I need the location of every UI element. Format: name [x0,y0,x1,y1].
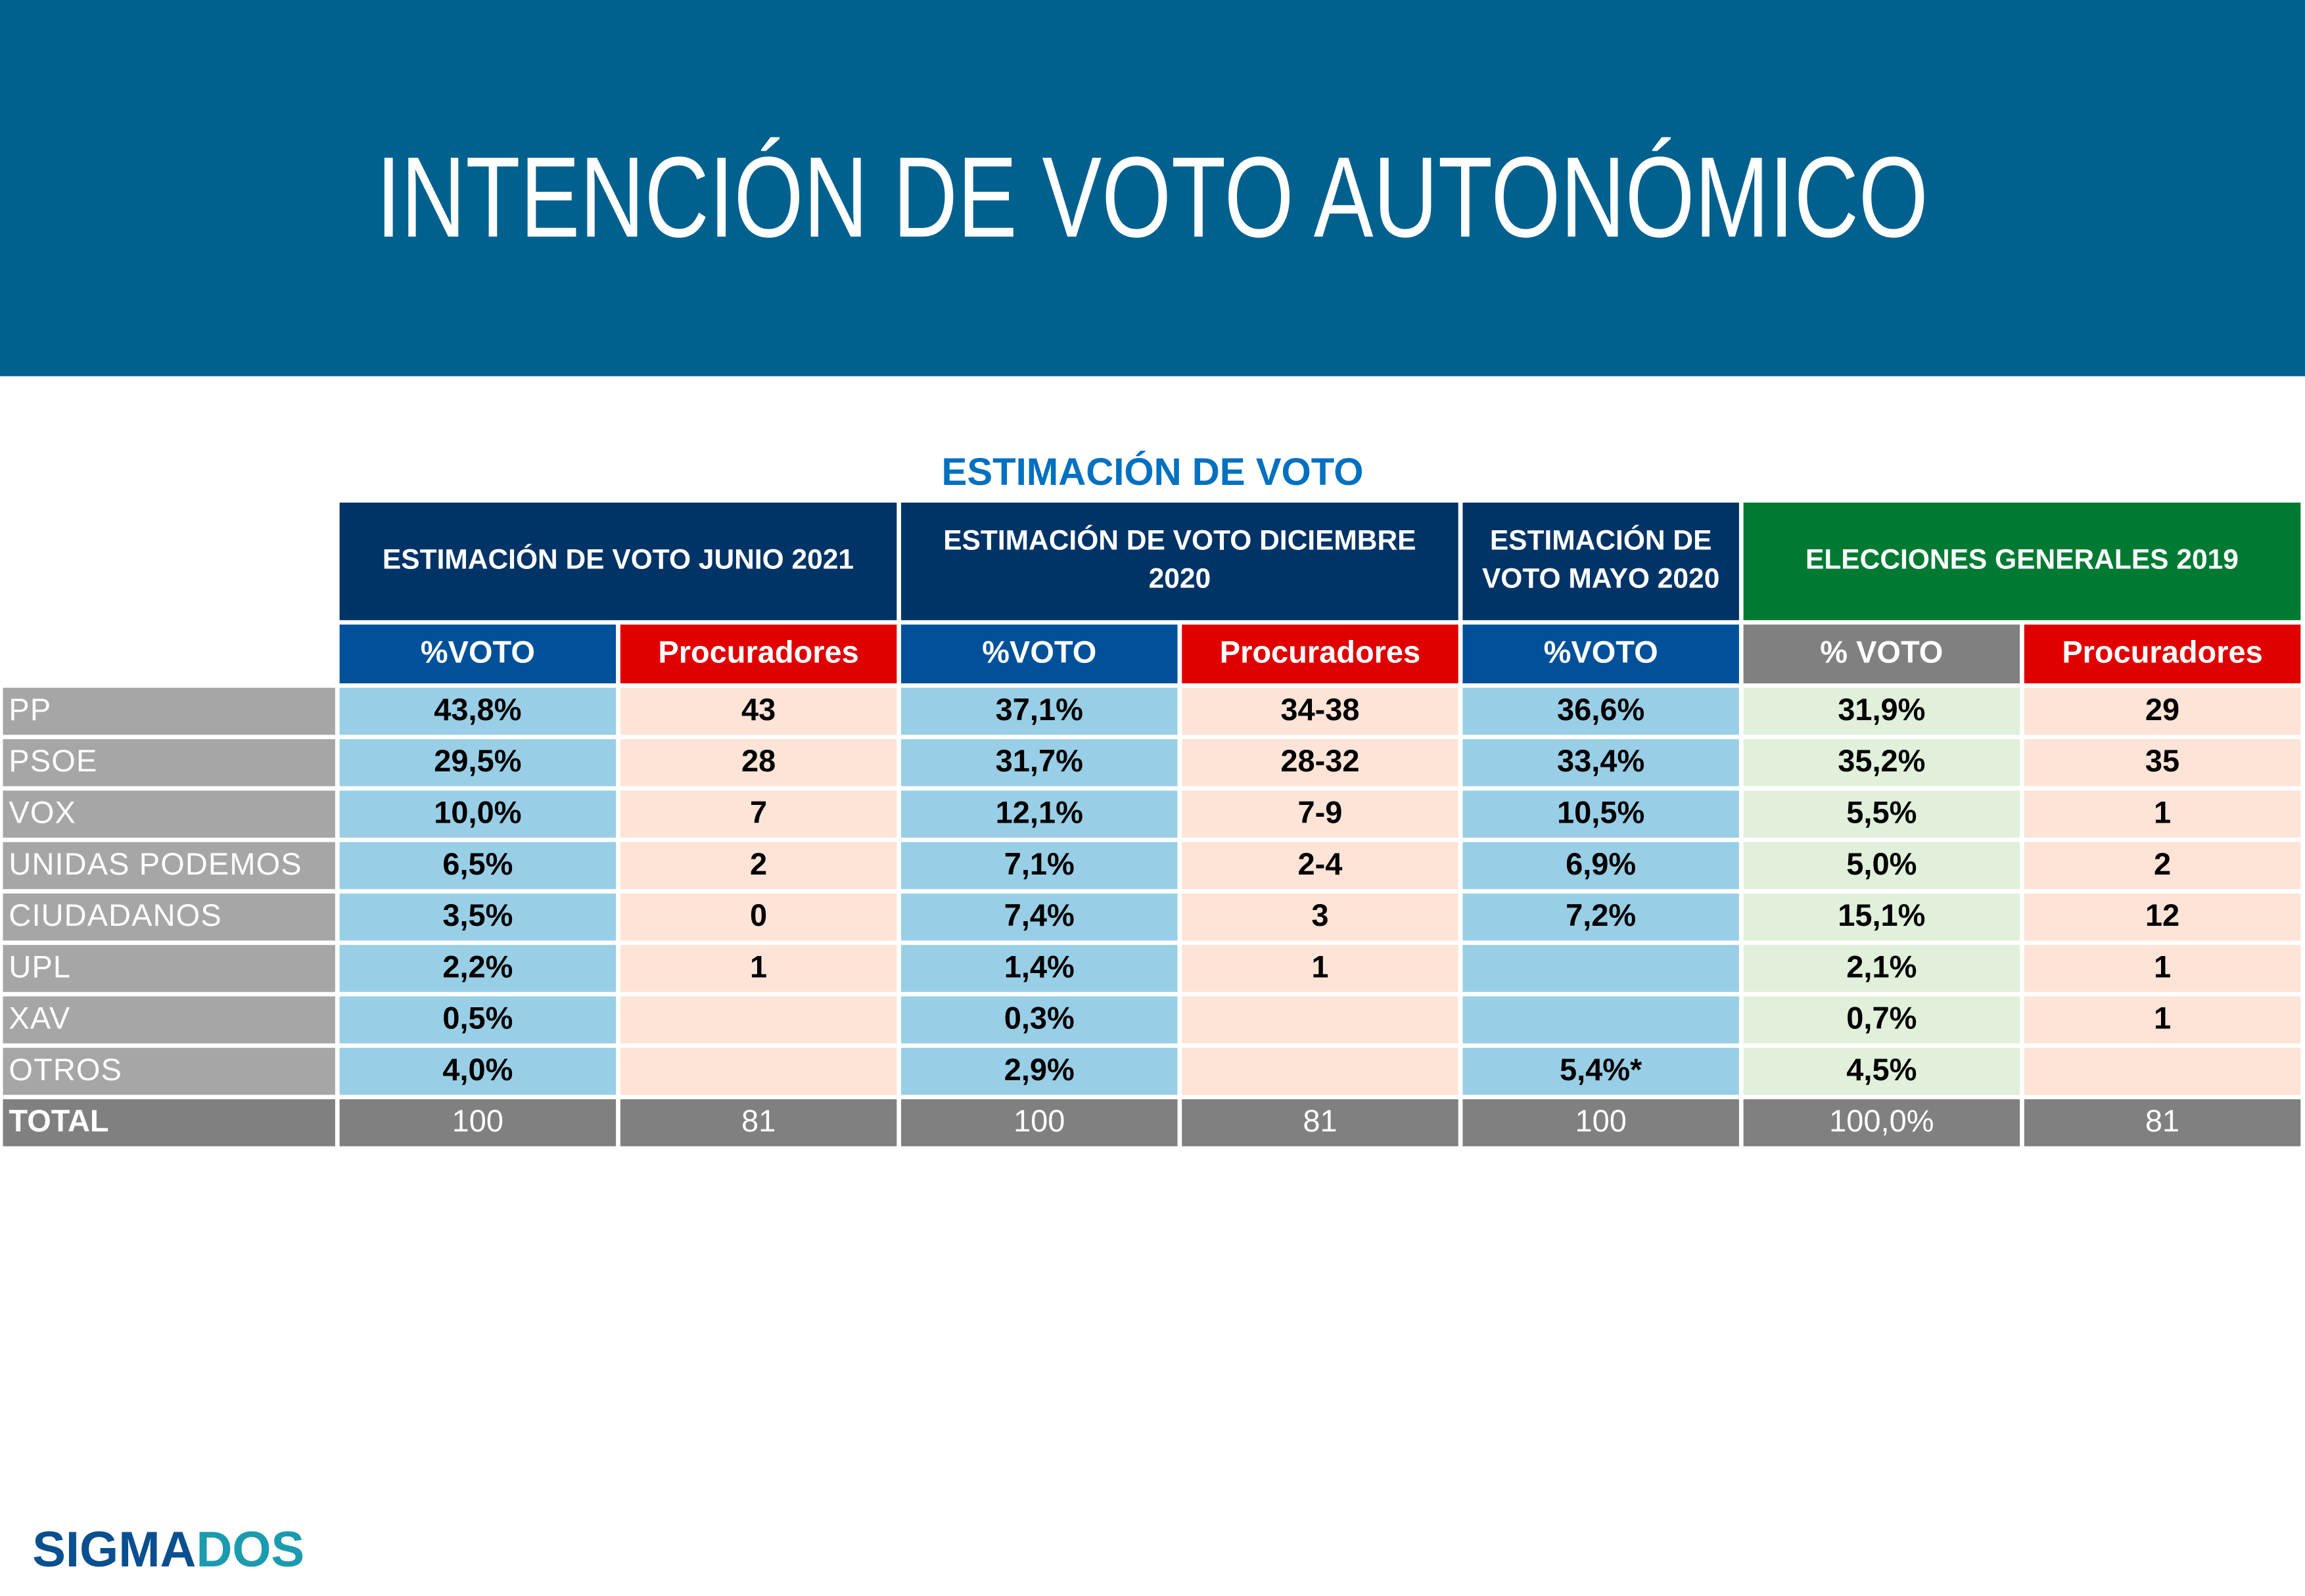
table-cell: 1,4% [901,945,1178,992]
total-label: TOTAL [3,1099,335,1147]
logo-part2: DOS [196,1522,305,1579]
table-cell: 7,4% [901,893,1178,941]
party-label: XAV [3,996,335,1043]
sigmados-logo: SIGMADOS [32,1522,304,1580]
table-cell: 0,3% [901,996,1178,1043]
table-cell: 2-4 [1182,842,1458,890]
party-label: PSOE [3,739,335,787]
group-header: ESTIMACIÓN DE VOTO DICIEMBRE 2020 [901,502,1458,620]
table-cell [1182,996,1458,1043]
table-cell: 0,7% [1743,996,2020,1043]
total-cell: 100,0% [1743,1099,2020,1147]
table-cell [620,1047,897,1095]
group-header: ESTIMACIÓN DE VOTO JUNIO 2021 [339,502,897,620]
page-title-text: INTENCIÓN DE VOTO AUTONÓMICO [376,132,1929,262]
logo-part1: SIGMA [32,1522,197,1579]
table-cell: 4,0% [339,1047,617,1095]
column-header: %VOTO [901,624,1178,684]
table-cell: 35 [2024,739,2301,787]
party-label: OTROS [3,1047,335,1095]
vote-estimate-table: ESTIMACIÓN DE VOTO JUNIO 2021 ESTIMACIÓN … [3,502,2301,1147]
table-cell: 29,5% [339,739,617,787]
table-cell: 37,1% [901,687,1178,735]
column-header: Procuradores [620,624,897,684]
table-cell: 3 [1182,893,1458,941]
table-cell: 31,7% [901,739,1178,787]
table-cell: 10,0% [339,790,617,838]
table-cell [2024,1047,2301,1095]
table-cell: 7,2% [1462,893,1739,941]
table-cell: 29 [2024,687,2301,735]
table-cell: 1 [2024,996,2301,1043]
table-cell: 28 [620,739,897,787]
party-label: PP [3,687,335,735]
table-cell: 5,0% [1743,842,2020,890]
column-header: Procuradores [1182,624,1458,684]
total-cell: 81 [1182,1099,1458,1147]
table-caption: ESTIMACIÓN DE VOTO [941,449,1364,494]
table-cell: 5,4%* [1462,1047,1739,1095]
table-cell: 12 [2024,893,2301,941]
table-cell: 2,2% [339,945,617,992]
party-label: UPL [3,945,335,992]
title-band: INTENCIÓN DE VOTO AUTONÓMICO [0,0,2305,376]
table-cell: 33,4% [1462,739,1739,787]
table-cell [1462,945,1739,992]
table-cell: 3,5% [339,893,617,941]
table-cell: 12,1% [901,790,1178,838]
table-cell: 6,9% [1462,842,1739,890]
table-cell: 6,5% [339,842,617,890]
table-cell: 1 [2024,790,2301,838]
table-cell: 5,5% [1743,790,2020,838]
column-header: %VOTO [1462,624,1739,684]
column-header: Procuradores [2024,624,2301,684]
table-cell: 7-9 [1182,790,1458,838]
column-header: % VOTO [1743,624,2020,684]
corner-blank [3,503,335,683]
table-cell [1182,1047,1458,1095]
table-cell: 43 [620,687,897,735]
party-label: CIUDADANOS [3,893,335,941]
table-cell: 43,8% [339,687,617,735]
total-cell: 81 [620,1099,897,1147]
table-cell: 2,9% [901,1047,1178,1095]
table-cell: 2,1% [1743,945,2020,992]
total-cell: 100 [901,1099,1178,1147]
table-cell: 1 [620,945,897,992]
party-label: VOX [3,790,335,838]
table-cell: 0,5% [339,996,617,1043]
page-title: INTENCIÓN DE VOTO AUTONÓMICO [0,129,2305,265]
total-cell: 100 [339,1099,617,1147]
table-cell: 7,1% [901,842,1178,890]
table-cell [1462,996,1739,1043]
table-cell: 7 [620,790,897,838]
table-cell [620,996,897,1043]
table-cell: 31,9% [1743,687,2020,735]
table-cell: 34-38 [1182,687,1458,735]
table-cell: 1 [1182,945,1458,992]
table-cell: 28-32 [1182,739,1458,787]
total-cell: 81 [2024,1099,2301,1147]
table-cell: 2 [2024,842,2301,890]
column-header: %VOTO [339,624,617,684]
group-header: ELECCIONES GENERALES 2019 [1743,502,2301,620]
total-cell: 100 [1462,1099,1739,1147]
table-cell: 36,6% [1462,687,1739,735]
party-label: UNIDAS PODEMOS [3,842,335,890]
table-cell: 2 [620,842,897,890]
group-header: ESTIMACIÓN DE VOTO MAYO 2020 [1462,502,1739,620]
table-cell: 1 [2024,945,2301,992]
table-cell: 15,1% [1743,893,2020,941]
table-cell: 35,2% [1743,739,2020,787]
table-cell: 0 [620,893,897,941]
table-cell: 10,5% [1462,790,1739,838]
table-cell: 4,5% [1743,1047,2020,1095]
